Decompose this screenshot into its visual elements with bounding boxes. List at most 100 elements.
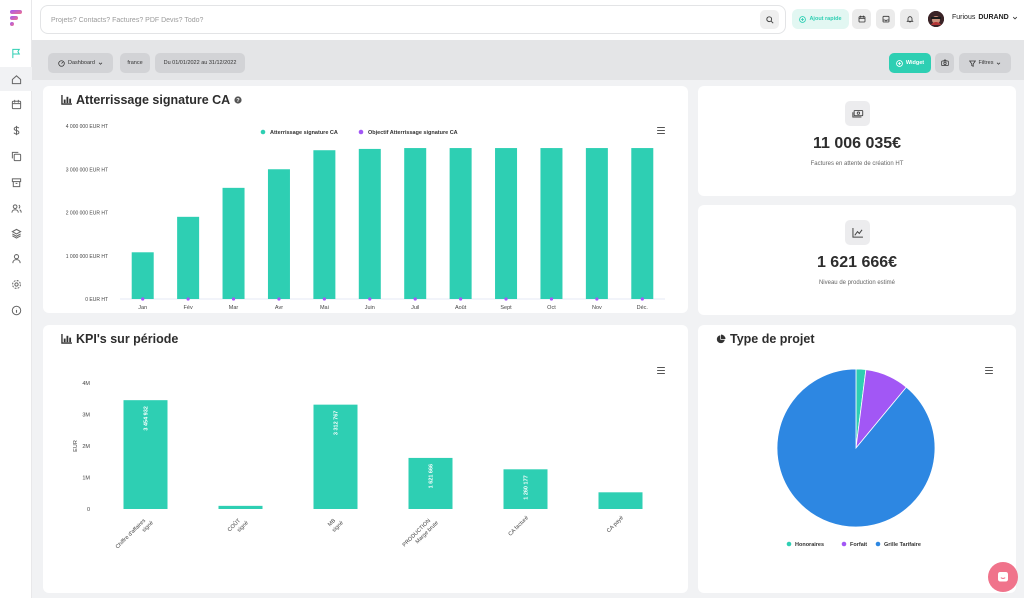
x-tick-label: Chiffre d'affairessigné xyxy=(115,515,155,555)
search-input[interactable] xyxy=(51,13,731,27)
objective-point xyxy=(640,297,644,301)
calendar-button[interactable] xyxy=(852,9,871,29)
project-type-card: Type de projet Honoraires Forfait Grille T… xyxy=(698,325,1016,593)
user-menu[interactable]: Furious DURAND xyxy=(952,14,1018,21)
bar xyxy=(503,469,548,509)
y-tick-label: 0 xyxy=(87,507,90,513)
users-icon xyxy=(10,203,22,213)
x-tick-line: CA payé xyxy=(606,515,625,534)
copy-icon xyxy=(11,151,21,161)
x-tick-line: MB xyxy=(327,518,337,528)
objective-point xyxy=(277,297,281,301)
sidebar-item-settings[interactable] xyxy=(0,272,32,296)
bar xyxy=(313,404,358,509)
dashboard-select[interactable]: Dashboard xyxy=(48,53,113,73)
bar xyxy=(585,148,608,299)
archive-icon xyxy=(11,177,21,187)
x-tick-label: COÛTsigné xyxy=(226,514,250,538)
bar xyxy=(495,148,518,299)
money-icon xyxy=(851,109,863,117)
kpi-title-text: KPI's sur période xyxy=(76,332,179,346)
legend-marker xyxy=(358,129,364,135)
inbox-button[interactable] xyxy=(876,9,895,29)
period-filter[interactable]: Du 01/01/2022 au 31/12/2022 xyxy=(155,53,245,73)
search-button[interactable] xyxy=(760,10,779,29)
kpi-card: KPI's sur période 0 1M 2M 3M 4M EUR 3 454 932 C… xyxy=(43,325,688,593)
legend-label: Grille Tarifaire xyxy=(884,542,921,548)
bar-chart-icon xyxy=(61,334,72,344)
help-icon[interactable]: ? xyxy=(234,96,242,104)
project-type-title: Type de projet xyxy=(716,332,815,346)
filters-label: Filtres xyxy=(978,60,994,66)
notifications-button[interactable] xyxy=(900,9,919,29)
sidebar-item-home[interactable] xyxy=(0,67,32,91)
sidebar-item-finance[interactable] xyxy=(0,118,32,142)
production-estimate-card: 1 621 666€ Niveau de production estimé xyxy=(698,205,1016,315)
sidebar-item-calendar[interactable] xyxy=(0,92,32,116)
x-tick-line: Chiffre d'affaires xyxy=(115,518,147,550)
objective-point xyxy=(504,297,508,301)
avatar[interactable] xyxy=(928,11,944,27)
y-tick-label: 4 000 000 EUR HT xyxy=(66,124,108,130)
x-tick-label: Nov xyxy=(592,305,602,311)
filters-button[interactable]: Filtres xyxy=(959,53,1011,73)
user-last-name: DURAND xyxy=(978,14,1009,21)
app-logo[interactable] xyxy=(9,9,23,27)
invoices-pending-card: 11 006 035€ Factures en attente de créat… xyxy=(698,86,1016,196)
x-tick-label: Mar xyxy=(229,305,239,311)
region-filter[interactable]: france xyxy=(120,53,150,73)
avatar-image xyxy=(928,11,944,27)
plus-circle-icon xyxy=(799,15,807,23)
search-box xyxy=(40,5,786,34)
legend-marker xyxy=(260,129,266,135)
bar xyxy=(631,148,654,299)
chart-menu-icon[interactable] xyxy=(985,367,993,374)
widget-button[interactable]: Widget xyxy=(889,53,931,73)
screenshot-button[interactable] xyxy=(935,53,954,73)
svg-text:?: ? xyxy=(237,98,241,104)
project-type-chart: Honoraires Forfait Grille Tarifaire xyxy=(776,368,936,548)
production-estimate-label: Niveau de production estimé xyxy=(818,280,896,286)
kpi-title: KPI's sur période xyxy=(61,332,178,346)
widget-label: Widget xyxy=(905,60,925,66)
sidebar-item-contacts[interactable] xyxy=(0,196,32,220)
legend-marker xyxy=(875,541,881,547)
chat-icon xyxy=(998,572,1008,582)
sidebar-item-profile[interactable] xyxy=(0,246,32,270)
x-tick-label: CA payé xyxy=(606,515,625,534)
stat-icon-box xyxy=(845,101,870,126)
sidebar-item-layers[interactable] xyxy=(0,221,32,245)
chevron-down-icon xyxy=(997,61,1001,65)
quick-add-button[interactable]: Ajout rapide xyxy=(792,9,849,29)
sidebar-item-flag[interactable] xyxy=(0,41,32,65)
chat-support-button[interactable] xyxy=(988,562,1018,592)
chart-menu-icon[interactable] xyxy=(657,367,665,374)
plus-circle-icon xyxy=(895,59,903,67)
y-tick-label: 1M xyxy=(82,476,90,482)
objective-point xyxy=(413,297,417,301)
sidebar-item-documents[interactable] xyxy=(0,144,32,168)
x-tick-label: Oct xyxy=(547,305,556,311)
sidebar-item-info[interactable] xyxy=(0,298,32,322)
kpi-chart: 0 1M 2M 3M 4M EUR 3 454 932 Chiffre d'affairess… xyxy=(73,381,643,555)
top-bar: Ajout rapide Furious DURAND xyxy=(32,0,1024,40)
objective-point xyxy=(186,297,190,301)
chart-menu-icon[interactable] xyxy=(657,127,665,134)
bell-icon xyxy=(905,16,914,23)
data-label: 1 260 177 xyxy=(524,475,530,499)
sidebar-item-archive[interactable] xyxy=(0,170,32,194)
stat-icon-box xyxy=(845,220,870,245)
signature-ca-card: Atterrissage signature CA ? 0 EUR HT 1 00… xyxy=(43,86,688,313)
bar-chart-icon xyxy=(61,95,72,105)
pie-chart-icon xyxy=(716,334,726,344)
legend-marker xyxy=(786,541,792,547)
inbox-icon xyxy=(882,15,889,23)
bar xyxy=(313,150,336,299)
y-tick-label: 2M xyxy=(82,444,90,450)
filter-bar: Dashboard france Du 01/01/2022 au 31/12/… xyxy=(32,40,1024,80)
chevron-down-icon xyxy=(1012,16,1017,19)
project-type-title-text: Type de projet xyxy=(730,332,815,346)
objective-point xyxy=(368,297,372,301)
legend-label: Forfait xyxy=(850,542,867,548)
search-icon xyxy=(765,15,774,24)
